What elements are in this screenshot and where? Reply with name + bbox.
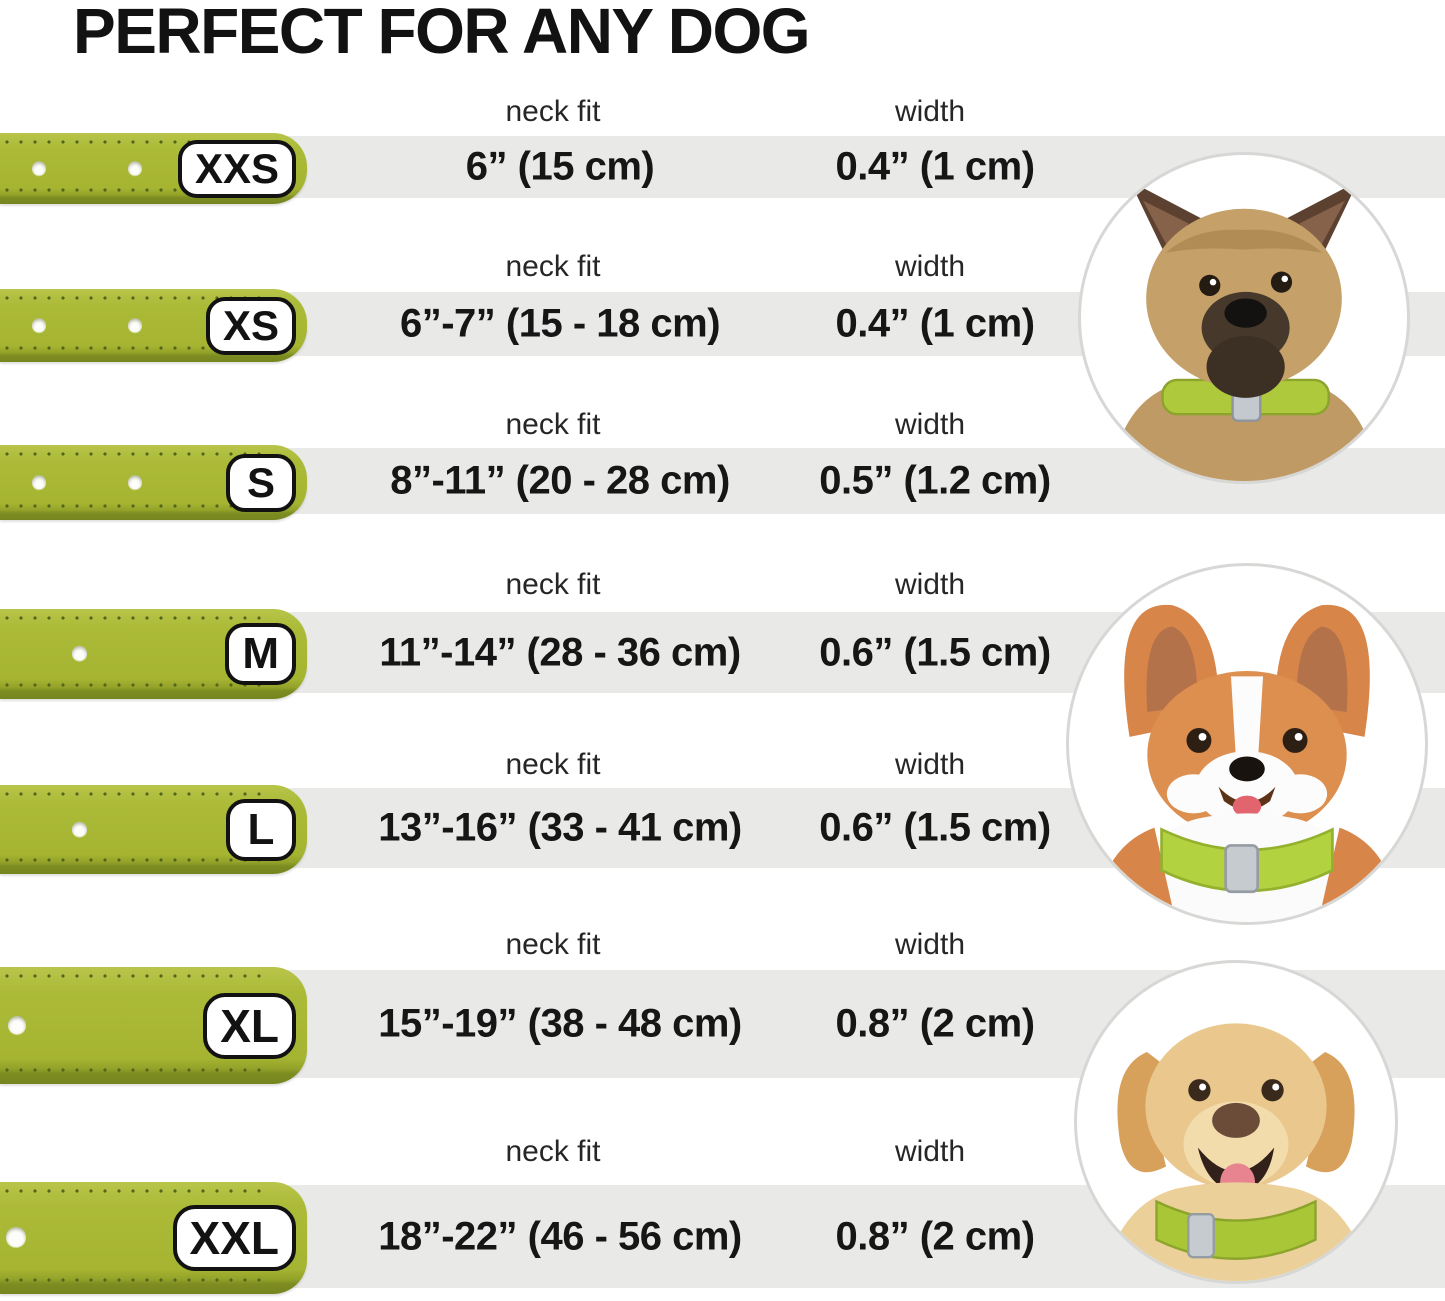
size-badge: XS bbox=[205, 296, 296, 355]
size-badge: M bbox=[225, 623, 296, 685]
neck-fit-value: 18”-22” (46 - 56 cm) bbox=[378, 1214, 742, 1258]
terrier-illustration bbox=[1110, 181, 1378, 481]
neck-fit-value: 11”-14” (28 - 36 cm) bbox=[379, 630, 741, 674]
stitching bbox=[5, 974, 263, 978]
column-header-width: width bbox=[894, 928, 966, 961]
width-value: 0.6” (1.5 cm) bbox=[819, 630, 1051, 674]
neck-fit-value: 6”-7” (15 - 18 cm) bbox=[399, 301, 721, 346]
labrador-illustration bbox=[1102, 1023, 1370, 1281]
column-header-neck-fit: neck fit bbox=[505, 250, 601, 283]
collar-hole bbox=[128, 160, 142, 175]
column-header-width: width bbox=[894, 95, 966, 128]
size-badge: XXS bbox=[177, 139, 296, 198]
column-header-width: width bbox=[894, 408, 966, 441]
collar-hole bbox=[128, 317, 142, 332]
neck-fit-value: 13”-16” (33 - 41 cm) bbox=[378, 805, 742, 850]
stitching bbox=[5, 1068, 263, 1072]
width-value: 0.8” (2 cm) bbox=[835, 1214, 1035, 1258]
collar-strip: XXS bbox=[0, 133, 307, 204]
width-value: 0.6” (1.5 cm) bbox=[819, 805, 1051, 850]
size-badge: XL bbox=[203, 992, 296, 1059]
stitching bbox=[5, 452, 263, 456]
neck-fit-value: 15”-19” (38 - 48 cm) bbox=[378, 1001, 742, 1046]
stitching bbox=[5, 683, 263, 687]
column-header-width: width bbox=[894, 250, 966, 283]
stitching bbox=[5, 616, 263, 620]
collar-hole bbox=[32, 317, 46, 332]
column-header-neck-fit: neck fit bbox=[505, 928, 601, 961]
collar-strip: L bbox=[0, 785, 307, 874]
labrador-dog-photo bbox=[1074, 960, 1398, 1284]
collar-hole bbox=[32, 474, 46, 489]
page-title: PERFECT FOR ANY DOG bbox=[73, 0, 811, 67]
size-badge: XXL bbox=[172, 1205, 296, 1271]
corgi-dog-photo bbox=[1066, 563, 1428, 925]
column-header-neck-fit: neck fit bbox=[505, 568, 601, 601]
column-header-neck-fit: neck fit bbox=[505, 748, 601, 781]
column-header-width: width bbox=[894, 1135, 966, 1168]
stitching bbox=[5, 792, 263, 796]
neck-fit-value: 6” (15 cm) bbox=[465, 144, 655, 189]
collar-hole bbox=[72, 645, 87, 661]
stitching bbox=[5, 1278, 263, 1282]
stitching bbox=[5, 858, 263, 862]
corgi-illustration bbox=[1093, 604, 1401, 922]
size-badge: L bbox=[226, 798, 296, 861]
width-value: 0.5” (1.2 cm) bbox=[819, 458, 1051, 503]
size-band: XXS 6” (15 cm) 0.4” (1 cm) bbox=[0, 133, 1445, 204]
column-header-neck-fit: neck fit bbox=[505, 408, 601, 441]
stitching bbox=[5, 188, 263, 192]
stitching bbox=[5, 140, 263, 144]
collar-strip: XXL bbox=[0, 1182, 307, 1294]
width-value: 0.4” (1 cm) bbox=[835, 301, 1035, 346]
collar-strip: S bbox=[0, 445, 307, 520]
size-badge: S bbox=[226, 453, 296, 512]
stitching bbox=[5, 296, 263, 300]
collar-hole bbox=[8, 1015, 26, 1034]
collar-hole bbox=[128, 474, 142, 489]
collar-strip: XL bbox=[0, 967, 307, 1084]
width-value: 0.4” (1 cm) bbox=[835, 144, 1035, 189]
stitching bbox=[5, 504, 263, 508]
collar-strip: M bbox=[0, 609, 307, 699]
column-header-neck-fit: neck fit bbox=[505, 1135, 601, 1168]
column-header-neck-fit: neck fit bbox=[505, 95, 601, 128]
stitching bbox=[5, 1189, 263, 1193]
collar-hole bbox=[32, 160, 46, 175]
column-header-width: width bbox=[894, 568, 966, 601]
width-value: 0.8” (2 cm) bbox=[835, 1001, 1035, 1046]
stitching bbox=[5, 346, 263, 350]
neck-fit-value: 8”-11” (20 - 28 cm) bbox=[390, 458, 730, 503]
collar-hole bbox=[6, 1227, 26, 1247]
terrier-dog-photo bbox=[1078, 152, 1410, 484]
collar-hole bbox=[72, 821, 87, 837]
column-header-width: width bbox=[894, 748, 966, 781]
collar-strip: XS bbox=[0, 289, 307, 362]
